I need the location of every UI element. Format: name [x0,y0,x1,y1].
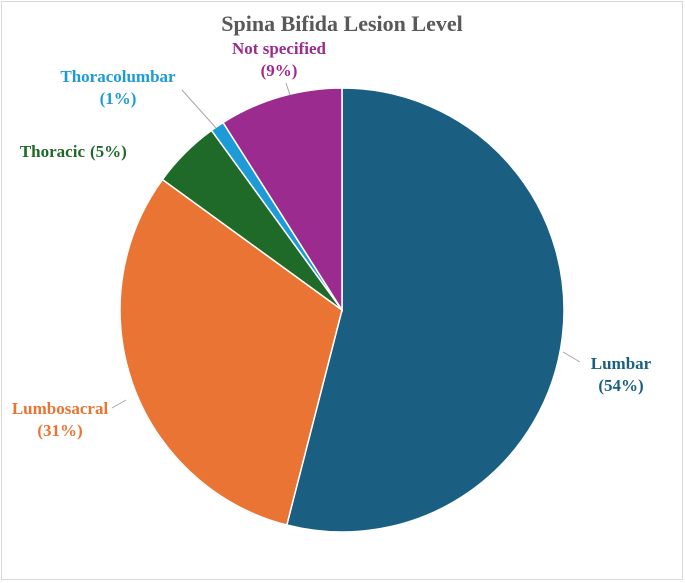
pie-slice [119,178,343,526]
slice-value-label: (9%) [261,61,298,80]
chart-title: Spina Bifida Lesion Level [221,11,462,36]
leader-line [562,351,581,363]
slice-label: Not specified [232,39,327,58]
slice-label: Lumbar [591,354,652,373]
slice-value-label: (31%) [37,421,82,440]
leader-line [181,89,217,129]
slice-value-label: (5%) [90,142,127,161]
slice-label: Thoracolumbar [60,67,176,86]
leader-line [111,399,127,409]
slice-value-label: (54%) [598,376,643,395]
leader-line [285,82,291,96]
slice-label: Lumbosacral [12,399,109,418]
slice-value-label: (1%) [100,89,137,108]
pie-slice [222,87,343,313]
slice-label: Thoracic [20,142,86,161]
pie-slice [285,87,565,533]
